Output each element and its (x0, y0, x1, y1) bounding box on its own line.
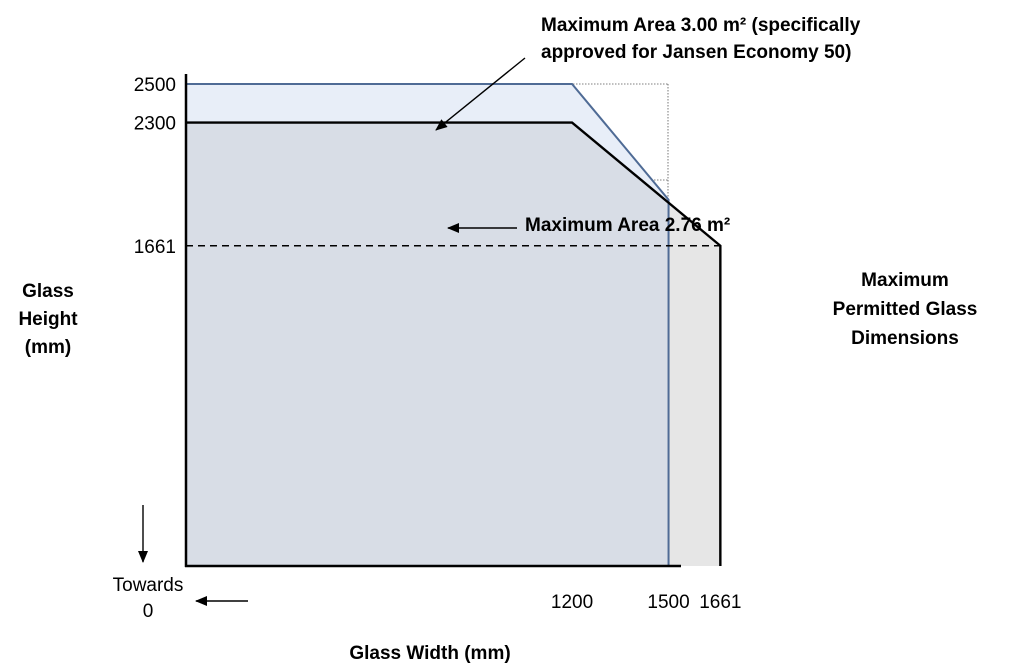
origin-note: Towards 0 (105, 573, 191, 625)
overlap-area (186, 122, 669, 566)
series-3-00-label-line1: Maximum Area 3.00 m² (specifically (541, 15, 861, 36)
arrow-3-00-label (435, 57, 526, 131)
origin-note-line1: Towards (112, 575, 184, 596)
chart-title: Maximum Permitted Glass Dimensions (800, 266, 1010, 353)
chart-title-line1: Maximum (861, 270, 949, 291)
y-axis-label-line3: (mm) (24, 337, 72, 358)
series-2-76-label: Maximum Area 2.76 m² (525, 216, 730, 235)
y-axis-label-line2: Height (18, 309, 78, 330)
series-3-00-label-line2: approved for Jansen Economy 50) (541, 42, 852, 63)
y-tick-label-2300: 2300 (134, 114, 176, 135)
chart-title-line2: Permitted Glass (832, 299, 978, 320)
y-tick-label-1661: 1661 (134, 237, 176, 258)
series-2-76-outline (186, 121, 722, 566)
chart-title-line3: Dimensions (851, 328, 959, 349)
series-3-00-label: Maximum Area 3.00 m² (specifically appro… (541, 12, 860, 66)
x-axis-label-text: Glass Width (mm) (349, 643, 511, 664)
y-tick-label-2500: 2500 (134, 75, 176, 96)
series-2-76-label-text: Maximum Area 2.76 m² (525, 215, 731, 236)
x-tick-labels: 1200 1500 1661 (551, 592, 742, 613)
y-axis-label-line1: Glass (22, 281, 74, 302)
x-tick-label-1661: 1661 (699, 592, 741, 613)
x-tick-label-1500: 1500 (647, 592, 689, 613)
y-tick-labels: 1661 2300 2500 (134, 75, 176, 258)
origin-note-line2: 0 (142, 601, 154, 622)
x-tick-label-1200: 1200 (551, 592, 593, 613)
y-axis-label: Glass Height (mm) (8, 278, 88, 362)
x-axis-label: Glass Width (mm) (300, 644, 560, 663)
